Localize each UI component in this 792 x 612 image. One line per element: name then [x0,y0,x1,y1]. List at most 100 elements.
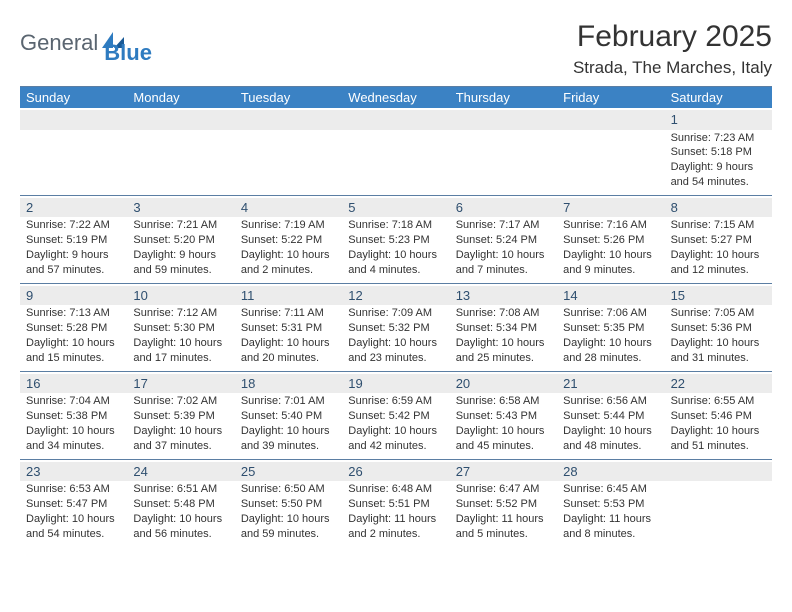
cell-line-sr: Sunrise: 7:22 AM [26,218,121,233]
cell-line-d2: and 56 minutes. [133,527,228,542]
cell-line-ss: Sunset: 5:18 PM [671,145,766,160]
cell-line-d2: and 5 minutes. [456,527,551,542]
cell-line-sr: Sunrise: 6:58 AM [456,394,551,409]
weekday-header: Sunday Monday Tuesday Wednesday Thursday… [20,87,772,108]
cell-line-d2: and 59 minutes. [133,263,228,278]
calendar-cell [235,108,342,196]
day-number: 23 [20,462,127,482]
cell-line-d1: Daylight: 10 hours [348,248,443,263]
cell-line-ss: Sunset: 5:53 PM [563,497,658,512]
cell-line-d2: and 2 minutes. [241,263,336,278]
calendar-cell: 19Sunrise: 6:59 AMSunset: 5:42 PMDayligh… [342,372,449,460]
calendar-cell: 13Sunrise: 7:08 AMSunset: 5:34 PMDayligh… [450,284,557,372]
day-number: 16 [20,374,127,394]
cell-line-sr: Sunrise: 7:18 AM [348,218,443,233]
cell-line-d2: and 59 minutes. [241,527,336,542]
cell-line-sr: Sunrise: 6:55 AM [671,394,766,409]
cell-line-d1: Daylight: 10 hours [671,336,766,351]
cell-line-d1: Daylight: 10 hours [348,336,443,351]
calendar-cell: 23Sunrise: 6:53 AMSunset: 5:47 PMDayligh… [20,460,127,548]
cell-line-d2: and 57 minutes. [26,263,121,278]
cell-line-d1: Daylight: 9 hours [26,248,121,263]
calendar-cell: 20Sunrise: 6:58 AMSunset: 5:43 PMDayligh… [450,372,557,460]
calendar-cell: 10Sunrise: 7:12 AMSunset: 5:30 PMDayligh… [127,284,234,372]
empty-day-stripe [665,462,772,482]
day-number: 12 [342,286,449,306]
cell-line-d2: and 4 minutes. [348,263,443,278]
cell-line-d1: Daylight: 9 hours [671,160,766,175]
cell-line-d1: Daylight: 10 hours [456,336,551,351]
calendar-cell: 3Sunrise: 7:21 AMSunset: 5:20 PMDaylight… [127,196,234,284]
cell-line-d1: Daylight: 10 hours [563,336,658,351]
day-number: 3 [127,198,234,218]
calendar-cell: 1Sunrise: 7:23 AMSunset: 5:18 PMDaylight… [665,108,772,196]
cell-line-d1: Daylight: 10 hours [671,248,766,263]
logo-text-blue: Blue [104,40,152,66]
cell-line-d2: and 42 minutes. [348,439,443,454]
cell-line-sr: Sunrise: 7:11 AM [241,306,336,321]
cell-line-sr: Sunrise: 7:09 AM [348,306,443,321]
cell-line-ss: Sunset: 5:40 PM [241,409,336,424]
cell-line-d1: Daylight: 10 hours [133,336,228,351]
cell-line-d1: Daylight: 10 hours [133,424,228,439]
calendar-cell: 21Sunrise: 6:56 AMSunset: 5:44 PMDayligh… [557,372,664,460]
cell-line-ss: Sunset: 5:44 PM [563,409,658,424]
cell-line-ss: Sunset: 5:42 PM [348,409,443,424]
cell-line-d2: and 23 minutes. [348,351,443,366]
day-number: 4 [235,198,342,218]
cell-line-sr: Sunrise: 6:48 AM [348,482,443,497]
cell-line-sr: Sunrise: 7:02 AM [133,394,228,409]
day-number: 19 [342,374,449,394]
cell-line-sr: Sunrise: 6:53 AM [26,482,121,497]
cell-line-d2: and 20 minutes. [241,351,336,366]
cell-line-sr: Sunrise: 7:23 AM [671,131,766,146]
cell-line-d2: and 54 minutes. [671,175,766,190]
weekday-tue: Tuesday [235,87,342,108]
calendar-cell [127,108,234,196]
day-number: 10 [127,286,234,306]
day-number: 27 [450,462,557,482]
calendar-cell: 22Sunrise: 6:55 AMSunset: 5:46 PMDayligh… [665,372,772,460]
cell-line-d1: Daylight: 10 hours [241,336,336,351]
weekday-sun: Sunday [20,87,127,108]
cell-line-ss: Sunset: 5:30 PM [133,321,228,336]
day-number: 7 [557,198,664,218]
cell-line-d2: and 17 minutes. [133,351,228,366]
cell-line-d2: and 51 minutes. [671,439,766,454]
cell-line-d1: Daylight: 10 hours [563,424,658,439]
day-number: 6 [450,198,557,218]
cell-line-d2: and 37 minutes. [133,439,228,454]
calendar-cell: 17Sunrise: 7:02 AMSunset: 5:39 PMDayligh… [127,372,234,460]
day-number: 5 [342,198,449,218]
calendar-cell: 8Sunrise: 7:15 AMSunset: 5:27 PMDaylight… [665,196,772,284]
calendar-cell: 12Sunrise: 7:09 AMSunset: 5:32 PMDayligh… [342,284,449,372]
cell-line-sr: Sunrise: 7:16 AM [563,218,658,233]
cell-line-sr: Sunrise: 6:50 AM [241,482,336,497]
cell-line-sr: Sunrise: 6:45 AM [563,482,658,497]
cell-line-ss: Sunset: 5:36 PM [671,321,766,336]
calendar-cell [342,108,449,196]
cell-line-ss: Sunset: 5:43 PM [456,409,551,424]
cell-line-sr: Sunrise: 6:47 AM [456,482,551,497]
cell-line-ss: Sunset: 5:46 PM [671,409,766,424]
day-number: 15 [665,286,772,306]
day-number: 22 [665,374,772,394]
cell-line-sr: Sunrise: 7:06 AM [563,306,658,321]
day-number: 26 [342,462,449,482]
cell-line-ss: Sunset: 5:39 PM [133,409,228,424]
cell-line-ss: Sunset: 5:23 PM [348,233,443,248]
cell-line-d2: and 9 minutes. [563,263,658,278]
day-number: 25 [235,462,342,482]
calendar-cell [20,108,127,196]
weekday-fri: Friday [557,87,664,108]
cell-line-d2: and 12 minutes. [671,263,766,278]
header: General Blue February 2025 Strada, The M… [20,20,772,78]
cell-line-d2: and 28 minutes. [563,351,658,366]
cell-line-sr: Sunrise: 7:08 AM [456,306,551,321]
cell-line-ss: Sunset: 5:28 PM [26,321,121,336]
title-block: February 2025 Strada, The Marches, Italy [573,20,772,78]
cell-line-d2: and 34 minutes. [26,439,121,454]
day-number: 9 [20,286,127,306]
logo: General Blue [20,20,152,66]
cell-line-d2: and 45 minutes. [456,439,551,454]
